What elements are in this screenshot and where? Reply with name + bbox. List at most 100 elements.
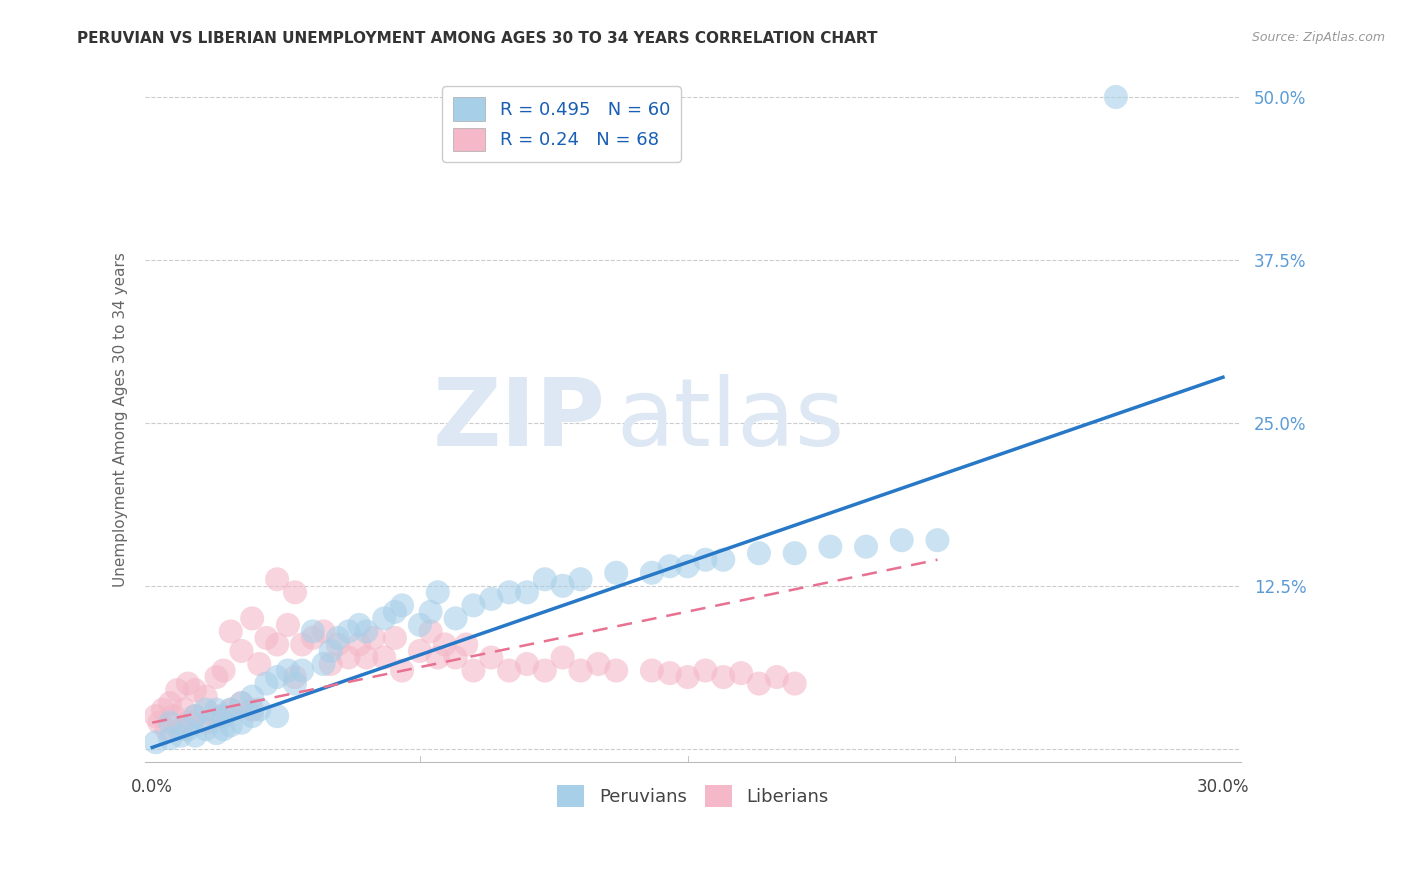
Point xyxy=(326,637,349,651)
Point xyxy=(231,715,253,730)
Point xyxy=(384,631,406,645)
Point xyxy=(205,726,228,740)
Point xyxy=(177,715,200,730)
Y-axis label: Unemployment Among Ages 30 to 34 years: Unemployment Among Ages 30 to 34 years xyxy=(114,252,128,587)
Point xyxy=(231,696,253,710)
Point xyxy=(927,533,949,548)
Point xyxy=(730,666,752,681)
Point xyxy=(170,722,193,736)
Point xyxy=(695,553,717,567)
Point xyxy=(312,624,335,639)
Point xyxy=(266,709,288,723)
Point xyxy=(212,709,235,723)
Text: PERUVIAN VS LIBERIAN UNEMPLOYMENT AMONG AGES 30 TO 34 YEARS CORRELATION CHART: PERUVIAN VS LIBERIAN UNEMPLOYMENT AMONG … xyxy=(77,31,877,46)
Point xyxy=(256,676,278,690)
Point xyxy=(456,637,478,651)
Point xyxy=(256,631,278,645)
Point xyxy=(641,566,664,580)
Point xyxy=(247,703,270,717)
Point xyxy=(219,703,242,717)
Point xyxy=(498,585,520,599)
Point xyxy=(641,664,664,678)
Point xyxy=(890,533,912,548)
Point xyxy=(676,559,699,574)
Point xyxy=(219,718,242,732)
Point xyxy=(231,696,253,710)
Point xyxy=(569,572,592,586)
Point xyxy=(319,657,342,671)
Point xyxy=(219,703,242,717)
Point xyxy=(479,591,502,606)
Point xyxy=(658,559,681,574)
Point xyxy=(516,585,538,599)
Point xyxy=(605,566,627,580)
Point xyxy=(391,599,413,613)
Point xyxy=(152,703,174,717)
Point xyxy=(170,729,193,743)
Text: ZIP: ZIP xyxy=(433,374,606,466)
Point xyxy=(426,650,449,665)
Point xyxy=(373,650,395,665)
Text: atlas: atlas xyxy=(616,374,845,466)
Point xyxy=(205,709,228,723)
Point xyxy=(155,722,177,736)
Point xyxy=(219,624,242,639)
Point xyxy=(748,546,770,560)
Text: Source: ZipAtlas.com: Source: ZipAtlas.com xyxy=(1251,31,1385,45)
Point xyxy=(349,637,371,651)
Point xyxy=(426,585,449,599)
Point xyxy=(212,709,235,723)
Point xyxy=(337,624,360,639)
Point xyxy=(356,624,378,639)
Point xyxy=(177,676,200,690)
Point xyxy=(695,664,717,678)
Point xyxy=(534,664,557,678)
Point xyxy=(302,624,325,639)
Point xyxy=(409,644,432,658)
Point xyxy=(409,618,432,632)
Point xyxy=(240,690,263,704)
Point xyxy=(783,676,806,690)
Point xyxy=(159,696,181,710)
Point xyxy=(184,683,207,698)
Point xyxy=(349,618,371,632)
Point xyxy=(302,631,325,645)
Point xyxy=(748,676,770,690)
Point xyxy=(1105,90,1128,104)
Point xyxy=(159,731,181,746)
Point xyxy=(373,611,395,625)
Point xyxy=(194,722,217,736)
Point xyxy=(266,670,288,684)
Point xyxy=(212,722,235,736)
Point xyxy=(277,664,299,678)
Point xyxy=(166,683,188,698)
Point xyxy=(419,605,441,619)
Point xyxy=(277,618,299,632)
Point xyxy=(266,637,288,651)
Point xyxy=(463,599,485,613)
Point xyxy=(148,715,170,730)
Point xyxy=(173,703,195,717)
Point xyxy=(479,650,502,665)
Point xyxy=(419,624,441,639)
Point xyxy=(240,611,263,625)
Point xyxy=(384,605,406,619)
Point xyxy=(516,657,538,671)
Point xyxy=(194,703,217,717)
Point xyxy=(247,657,270,671)
Point xyxy=(145,735,167,749)
Point xyxy=(162,709,184,723)
Point xyxy=(498,664,520,678)
Point xyxy=(231,644,253,658)
Point xyxy=(194,690,217,704)
Point xyxy=(783,546,806,560)
Point xyxy=(711,553,734,567)
Point xyxy=(588,657,610,671)
Point xyxy=(240,703,263,717)
Point xyxy=(212,664,235,678)
Point xyxy=(551,650,574,665)
Point xyxy=(356,650,378,665)
Point xyxy=(605,664,627,678)
Point xyxy=(569,664,592,678)
Point xyxy=(711,670,734,684)
